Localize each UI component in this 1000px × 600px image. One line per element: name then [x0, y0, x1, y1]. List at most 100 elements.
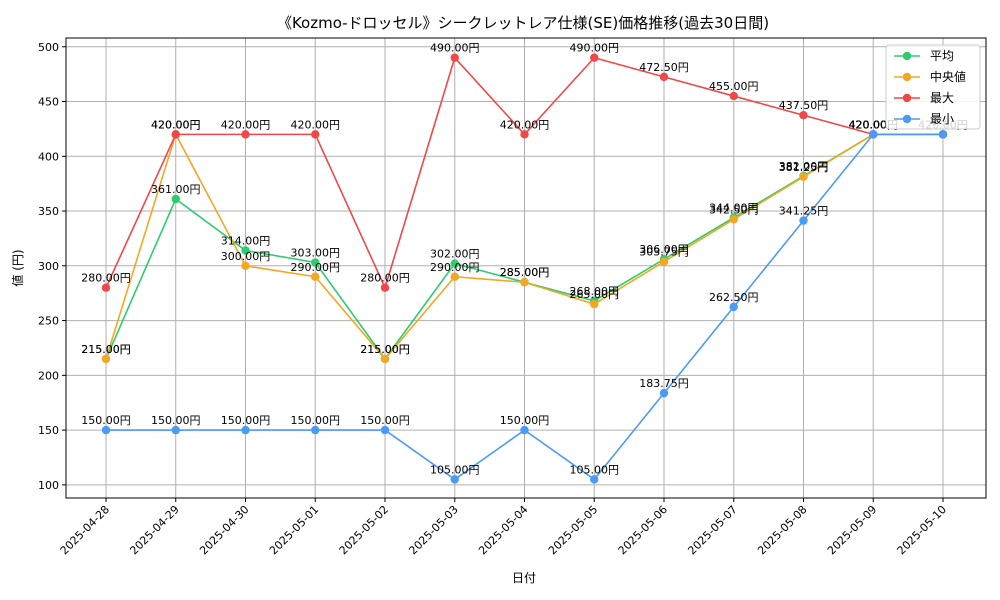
- data-point: [171, 194, 180, 204]
- data-label: 105.00円: [430, 463, 480, 476]
- data-label: 472.50円: [639, 61, 689, 74]
- y-tick-label: 150: [38, 424, 59, 437]
- legend-marker: [902, 114, 912, 124]
- data-point: [520, 425, 529, 435]
- data-point: [799, 172, 808, 182]
- data-label: 420.00円: [151, 118, 201, 131]
- data-point: [241, 246, 250, 255]
- x-tick-label: 2025-05-09: [825, 503, 879, 557]
- x-axis-label: 日付: [512, 571, 536, 585]
- data-point: [241, 130, 250, 139]
- data-label: 150.00円: [291, 414, 341, 427]
- data-point: [869, 130, 878, 139]
- data-label: 341.25円: [779, 205, 829, 218]
- x-axis-ticks: 2025-04-28 2025-04-29 2025-04-30 2025-05-01…: [58, 498, 949, 557]
- data-point: [659, 72, 669, 82]
- data-label: 361.00円: [151, 183, 201, 196]
- data-point: [799, 111, 808, 120]
- data-label: 344.00円: [709, 202, 759, 215]
- data-label: 262.50円: [709, 291, 759, 304]
- y-tick-label: 450: [38, 96, 59, 109]
- data-label: 265.00円: [570, 288, 620, 301]
- x-tick-label: 2025-04-28: [58, 503, 112, 557]
- data-label: 342.50円: [709, 203, 759, 216]
- data-point: [590, 53, 599, 62]
- data-label: 280.00円: [81, 272, 131, 285]
- data-point: [590, 299, 599, 309]
- plot-area-frame: [65, 37, 987, 499]
- x-tick-label: 2025-05-10: [895, 503, 949, 557]
- data-point: [799, 216, 808, 225]
- x-tick-label: 2025-05-05: [546, 503, 600, 557]
- data-label: 290.00円: [430, 261, 480, 274]
- y-tick-label: 350: [38, 205, 59, 218]
- data-label: 490.00円: [430, 42, 480, 55]
- data-label: 215.00円: [360, 343, 410, 356]
- legend-label: 中央値: [930, 69, 966, 84]
- data-point: [729, 215, 738, 224]
- legend-marker: [902, 93, 912, 103]
- data-point: [659, 257, 669, 266]
- data-point: [729, 91, 738, 101]
- data-label: 381.25円: [779, 161, 829, 174]
- y-axis-ticks: 100 150 200 250 300 350 400 450 500: [38, 41, 66, 492]
- data-point: [520, 130, 529, 139]
- x-tick-label: 2025-05-03: [406, 503, 460, 557]
- data-point: [729, 302, 738, 312]
- data-label: 303.00円: [291, 247, 341, 260]
- data-label: 420.00円: [291, 118, 341, 131]
- data-label: 306.00円: [639, 243, 689, 256]
- x-tick-label: 2025-05-01: [267, 503, 321, 557]
- data-point: [450, 475, 459, 484]
- data-label: 268.00円: [570, 285, 620, 298]
- data-label: 490.00円: [570, 42, 620, 55]
- data-label: 285.00円: [500, 266, 550, 279]
- y-tick-label: 100: [38, 479, 59, 492]
- data-point: [450, 272, 459, 281]
- data-point: [241, 261, 250, 271]
- data-label: 300.00円: [221, 250, 271, 263]
- data-point: [520, 278, 529, 287]
- data-label: 150.00円: [151, 414, 201, 427]
- x-tick-label: 2025-05-08: [755, 503, 809, 557]
- data-label: 150.00円: [221, 414, 271, 427]
- data-label: 420.00円: [221, 118, 271, 131]
- data-label: 303.75円: [639, 246, 689, 259]
- data-label: 150.00円: [81, 414, 131, 427]
- data-label: 290.00円: [291, 261, 341, 274]
- data-point: [101, 425, 111, 435]
- x-tick-label: 2025-05-02: [337, 503, 391, 557]
- y-axis-label: 値 (円): [10, 249, 25, 286]
- data-label: 437.50円: [779, 99, 829, 112]
- data-point: [450, 259, 459, 268]
- x-tick-label: 2025-04-30: [197, 503, 251, 557]
- data-point: [101, 354, 111, 364]
- data-label: 420.00円: [500, 118, 550, 131]
- grid: [66, 38, 986, 498]
- data-point: [171, 425, 180, 435]
- data-label: 420.00円: [151, 118, 201, 131]
- data-label: 285.00円: [500, 266, 550, 279]
- data-point: [450, 53, 459, 62]
- data-point: [380, 425, 390, 435]
- data-point: [101, 283, 111, 292]
- y-tick-label: 250: [38, 315, 59, 328]
- y-tick-label: 500: [38, 41, 59, 54]
- data-point: [380, 354, 390, 364]
- data-label: 215.00円: [360, 343, 410, 356]
- data-point: [241, 425, 250, 435]
- y-tick-label: 300: [38, 260, 59, 273]
- data-point: [380, 283, 390, 292]
- data-label: 150.00円: [500, 414, 550, 427]
- data-label: 215.00円: [81, 343, 131, 356]
- data-point: [938, 130, 948, 139]
- legend-marker: [902, 72, 912, 82]
- x-tick-label: 2025-05-06: [616, 503, 670, 557]
- data-point: [171, 130, 180, 139]
- data-label: 314.00円: [221, 234, 271, 247]
- data-point: [311, 425, 320, 435]
- x-tick-label: 2025-04-29: [127, 503, 181, 557]
- data-label: 183.75円: [639, 377, 689, 390]
